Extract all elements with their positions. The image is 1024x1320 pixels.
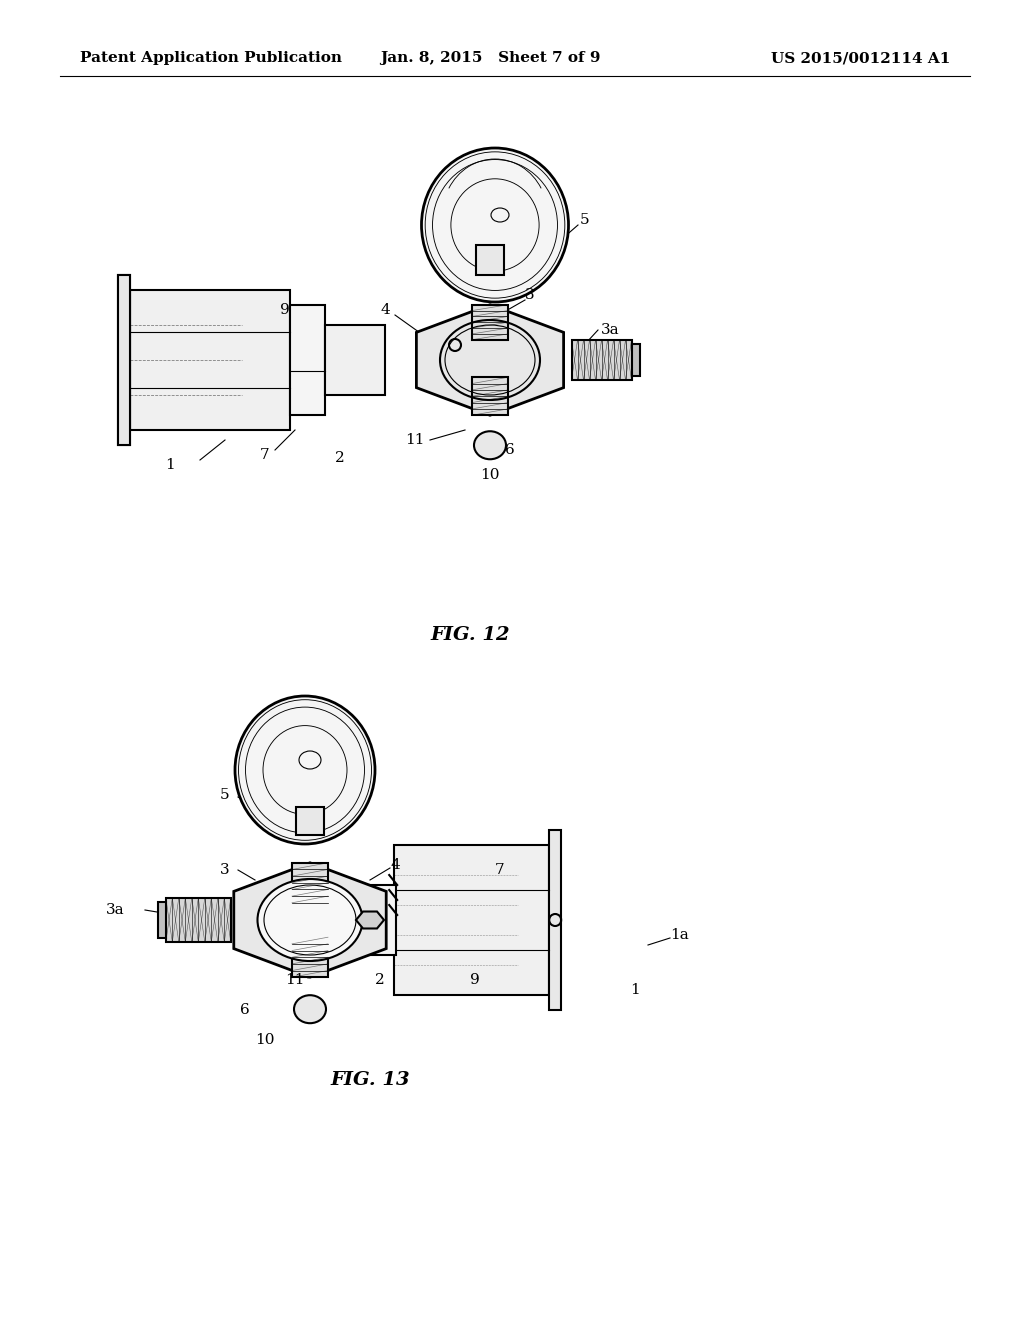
Bar — [472, 305, 508, 339]
Bar — [632, 345, 640, 376]
Text: FIG. 12: FIG. 12 — [430, 626, 510, 644]
Bar — [394, 845, 549, 995]
Bar — [130, 290, 290, 430]
Bar — [296, 807, 324, 834]
Text: US 2015/0012114 A1: US 2015/0012114 A1 — [771, 51, 950, 65]
Ellipse shape — [294, 995, 326, 1023]
Text: 3a: 3a — [105, 903, 124, 917]
Text: 9: 9 — [470, 973, 480, 987]
Text: 2: 2 — [375, 973, 385, 987]
Ellipse shape — [422, 148, 568, 302]
Text: 5: 5 — [220, 788, 229, 803]
Bar — [472, 378, 508, 416]
Bar — [292, 863, 328, 903]
Text: 11: 11 — [286, 973, 305, 987]
Bar — [476, 244, 504, 275]
Ellipse shape — [257, 879, 362, 961]
Polygon shape — [417, 305, 563, 416]
Text: 4: 4 — [380, 304, 390, 317]
Text: 1: 1 — [630, 983, 640, 997]
Polygon shape — [233, 863, 386, 977]
Text: FIG. 13: FIG. 13 — [330, 1071, 410, 1089]
Bar — [325, 325, 385, 395]
Text: 1: 1 — [165, 458, 175, 473]
Polygon shape — [356, 912, 384, 928]
Text: 5: 5 — [581, 213, 590, 227]
Text: 7: 7 — [496, 863, 505, 876]
Text: 7: 7 — [260, 447, 269, 462]
Bar — [118, 275, 130, 445]
Text: 10: 10 — [255, 1034, 274, 1047]
Ellipse shape — [474, 432, 506, 459]
Bar — [292, 937, 328, 977]
Text: 10: 10 — [480, 469, 500, 482]
Bar — [166, 898, 230, 942]
Text: Patent Application Publication: Patent Application Publication — [80, 51, 342, 65]
Text: 11: 11 — [406, 433, 425, 447]
Text: 3a: 3a — [601, 323, 620, 337]
Bar — [354, 884, 396, 954]
Text: 6: 6 — [505, 444, 515, 457]
Text: 2: 2 — [335, 451, 345, 465]
Text: 1a: 1a — [671, 928, 689, 942]
Text: 9: 9 — [281, 304, 290, 317]
Bar — [158, 903, 166, 937]
Ellipse shape — [234, 696, 375, 843]
Text: 6: 6 — [240, 1003, 250, 1016]
Text: Jan. 8, 2015   Sheet 7 of 9: Jan. 8, 2015 Sheet 7 of 9 — [380, 51, 600, 65]
Text: 4: 4 — [390, 858, 400, 873]
Bar — [118, 275, 130, 445]
Text: 3: 3 — [220, 863, 229, 876]
Text: 3: 3 — [525, 288, 535, 302]
Bar — [571, 341, 632, 380]
Bar — [549, 830, 561, 1010]
Bar — [290, 305, 325, 414]
